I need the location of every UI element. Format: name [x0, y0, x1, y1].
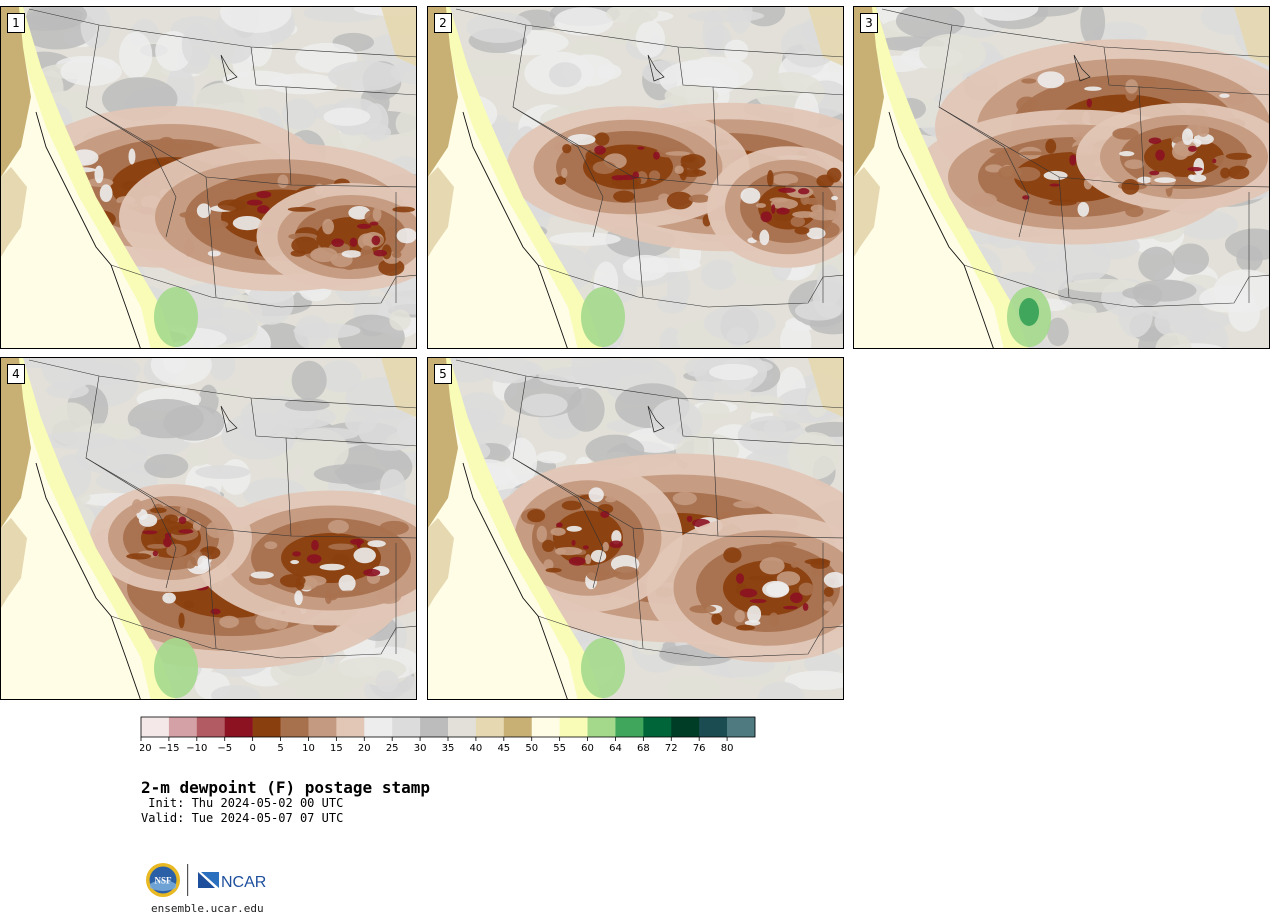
colorbar-bin: [252, 717, 281, 737]
state-borders: [455, 359, 843, 699]
valid-time: Valid: Tue 2024-05-07 07 UTC: [141, 811, 344, 825]
colorbar-bin: [587, 717, 616, 737]
member-label: 5: [434, 364, 452, 384]
state-borders: [28, 8, 416, 348]
colorbar-tick-label: 68: [637, 743, 650, 754]
colorbar-tick-label: 76: [693, 743, 706, 754]
colorbar-tick-label: 45: [497, 743, 510, 754]
colorbar-tick-label: 64: [609, 743, 622, 754]
colorbar: −20 −15 −10 −5 0 5 10 15 20 25 30 35 40 45 50 55 60 64 68 7…: [140, 716, 756, 754]
ncar-text: NCAR: [221, 874, 266, 891]
colorbar-bin: [699, 717, 728, 737]
colorbar-bin: [727, 717, 756, 737]
colorbar-tick-label: 35: [442, 743, 455, 754]
colorbar-tick-label: 10: [302, 743, 315, 754]
figure-title: 2-m dewpoint (F) postage stamp: [141, 778, 430, 797]
colorbar-bin: [643, 717, 672, 737]
nsf-logo-icon: NSF: [146, 863, 180, 897]
colorbar-tick-label: 40: [470, 743, 483, 754]
colorbar-tick-label: −20: [140, 743, 152, 754]
colorbar-tick-label: 30: [414, 743, 427, 754]
colorbar-tick-label: 55: [553, 743, 566, 754]
state-borders: [881, 8, 1269, 348]
colorbar-tick-label: 80: [721, 743, 734, 754]
member-panel-4: 4: [0, 357, 417, 700]
colorbar-bin: [420, 717, 449, 737]
member-label: 1: [7, 13, 25, 33]
member-panel-1: 1: [0, 6, 417, 349]
colorbar-bin: [392, 717, 421, 737]
state-borders: [28, 359, 416, 699]
colorbar-bin: [168, 717, 198, 737]
colorbar-bin: [364, 717, 393, 737]
colorbar-tick-label: 5: [277, 743, 283, 754]
colorbar-bin: [503, 717, 533, 737]
logos: NSF NCAR: [146, 863, 266, 897]
colorbar-tick-label: 60: [581, 743, 594, 754]
colorbar-bin: [448, 717, 477, 737]
member-label: 3: [860, 13, 878, 33]
colorbar-tick-label: 0: [249, 743, 255, 754]
website-url: ensemble.ucar.edu: [151, 902, 264, 915]
colorbar-bin: [196, 717, 226, 737]
state-borders: [455, 8, 843, 348]
colorbar-tick-label: 20: [358, 743, 371, 754]
dewpoint-map: [428, 358, 843, 699]
dewpoint-map: [854, 7, 1269, 348]
colorbar-bin: [615, 717, 644, 737]
member-panel-5: 5: [427, 357, 844, 700]
colorbar-bin: [141, 717, 170, 737]
dewpoint-map: [1, 358, 416, 699]
colorbar-bin: [531, 717, 560, 737]
colorbar-bin: [280, 717, 309, 737]
colorbar-tick-label: −10: [186, 743, 207, 754]
colorbar-tick-label: 50: [525, 743, 538, 754]
colorbar-tick-label: 25: [386, 743, 399, 754]
colorbar-tick-label: 15: [330, 743, 343, 754]
ncar-logo-icon: NCAR: [198, 872, 266, 891]
colorbar-bin: [336, 717, 365, 737]
dewpoint-map: [428, 7, 843, 348]
colorbar-tick-label: 72: [665, 743, 678, 754]
colorbar-bin: [559, 717, 588, 737]
colorbar-bin: [308, 717, 337, 737]
dewpoint-map: [1, 7, 416, 348]
member-label: 4: [7, 364, 25, 384]
colorbar-bin: [475, 717, 505, 737]
colorbar-bin: [671, 717, 700, 737]
colorbar-tick-label: −15: [158, 743, 179, 754]
init-time: Init: Thu 2024-05-02 00 UTC: [141, 796, 344, 810]
nsf-text: NSF: [154, 876, 172, 886]
colorbar-bin: [224, 717, 253, 737]
colorbar-tick-label: −5: [217, 743, 232, 754]
member-label: 2: [434, 13, 452, 33]
member-panel-3: 3: [853, 6, 1270, 349]
member-panel-2: 2: [427, 6, 844, 349]
